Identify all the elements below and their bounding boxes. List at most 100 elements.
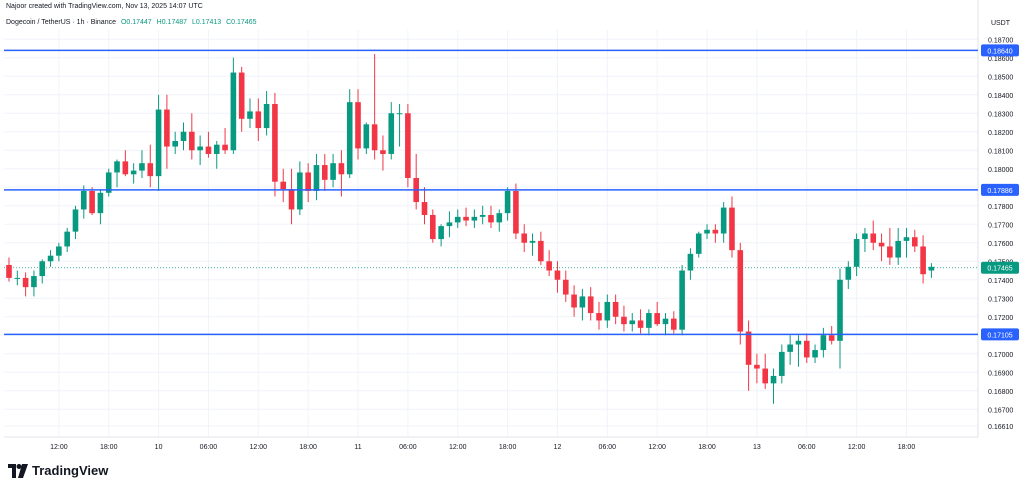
y-tick-label: 0.16700 xyxy=(988,407,1013,414)
candle-up xyxy=(770,375,777,384)
x-tick-label: 18:00 xyxy=(698,444,716,451)
candle-down xyxy=(338,163,345,175)
candle-up xyxy=(862,233,868,240)
candle-down xyxy=(288,189,295,210)
candle-up xyxy=(31,276,37,288)
candle-up xyxy=(662,318,669,325)
y-tick-label: 0.18600 xyxy=(988,56,1013,63)
candle-up xyxy=(928,266,935,271)
candle-up xyxy=(496,213,503,223)
y-tick-label: 0.18400 xyxy=(988,93,1013,100)
candle-down xyxy=(22,277,29,288)
tradingview-logo-icon xyxy=(8,463,28,478)
candle-up xyxy=(363,124,370,149)
candle-up xyxy=(130,170,137,175)
candle-up xyxy=(446,222,453,227)
candle-down xyxy=(920,246,926,275)
candle-up xyxy=(454,216,461,223)
candle-up xyxy=(14,277,21,279)
x-tick-label: 18:00 xyxy=(499,444,517,451)
price-label: 0.17105 xyxy=(987,332,1012,339)
candle-down xyxy=(911,237,918,247)
candle-up xyxy=(504,190,511,214)
y-tick-label: 0.18700 xyxy=(988,37,1013,44)
candle-down xyxy=(238,72,245,119)
candle-down xyxy=(596,313,602,321)
candle-up xyxy=(895,240,901,258)
candle-up xyxy=(388,113,395,154)
candle-up xyxy=(820,335,827,351)
candle-up xyxy=(845,266,852,280)
candle-down xyxy=(305,172,311,191)
x-tick-label: 06:00 xyxy=(798,444,816,451)
y-tick-label: 0.17700 xyxy=(988,222,1013,229)
candle-up xyxy=(197,146,203,151)
candle-up xyxy=(230,72,237,151)
candle-down xyxy=(521,233,528,243)
candle-up xyxy=(529,240,536,243)
candle-down xyxy=(380,150,386,154)
candle-up xyxy=(903,237,910,241)
candle-up xyxy=(704,229,710,234)
tradingview-logo: TradingView xyxy=(8,463,108,478)
x-tick-label: 06:00 xyxy=(599,444,617,451)
candle-up xyxy=(795,340,802,345)
candle-down xyxy=(745,331,752,365)
candle-down xyxy=(6,264,12,278)
candle-down xyxy=(255,111,262,129)
low-value: L0.17413 xyxy=(191,19,222,26)
candle-up xyxy=(720,207,727,234)
currency-label: USDT xyxy=(990,20,1010,27)
x-tick-label: 06:00 xyxy=(399,444,417,451)
candle-up xyxy=(471,216,478,221)
open-value: O0.17447 xyxy=(120,19,152,26)
y-tick-label: 0.18000 xyxy=(988,167,1013,174)
candle-up xyxy=(479,215,486,217)
y-tick-label: 0.16900 xyxy=(988,370,1013,377)
candle-down xyxy=(405,113,411,178)
candle-down xyxy=(803,340,810,358)
close-value: C0.17465 xyxy=(226,19,257,26)
candle-up xyxy=(779,351,785,376)
candle-down xyxy=(371,124,378,151)
candle-down xyxy=(421,202,428,215)
candle-down xyxy=(488,215,494,223)
candle-up xyxy=(297,172,303,210)
candle-up xyxy=(72,209,79,232)
candle-up xyxy=(579,296,586,308)
candle-down xyxy=(654,313,660,325)
candle-down xyxy=(164,109,170,147)
candle-down xyxy=(122,161,129,175)
candle-up xyxy=(47,255,54,262)
logo-text: TradingView xyxy=(32,463,109,478)
candle-up xyxy=(629,320,636,325)
candle-up xyxy=(180,131,187,141)
candle-down xyxy=(587,296,594,314)
candle-up xyxy=(172,141,178,147)
candle-down xyxy=(189,131,195,151)
candle-down xyxy=(355,102,361,149)
candle-up xyxy=(155,109,162,177)
x-tick-label: 18:00 xyxy=(898,444,916,451)
candlestick-chart[interactable]: 0.18700 0.18600 0.18500 0.18400 0.18300 0.182… xyxy=(0,0,1024,460)
candle-up xyxy=(604,301,611,321)
x-tick-label: 18:00 xyxy=(299,444,317,451)
candle-up xyxy=(56,246,62,256)
y-tick-label: 0.17800 xyxy=(988,204,1013,211)
candle-up xyxy=(346,102,353,175)
candle-up xyxy=(114,161,120,173)
x-tick-label: 12:00 xyxy=(848,444,866,451)
x-tick-label: 18:00 xyxy=(100,444,118,451)
symbol-label[interactable]: Dogecoin / TetherUS · 1h · Binance xyxy=(6,19,116,26)
candle-up xyxy=(97,192,104,214)
candle-down xyxy=(737,250,744,332)
candle-down xyxy=(222,144,228,151)
y-tick-label: 0.17400 xyxy=(988,278,1013,285)
candle-down xyxy=(280,181,287,190)
x-tick-label: 13 xyxy=(753,444,761,451)
candle-down xyxy=(546,261,552,271)
candle-up xyxy=(80,190,87,210)
last-price-label-box xyxy=(981,261,1019,274)
candle-down xyxy=(754,364,760,369)
y-tick-label: 0.17300 xyxy=(988,296,1013,303)
